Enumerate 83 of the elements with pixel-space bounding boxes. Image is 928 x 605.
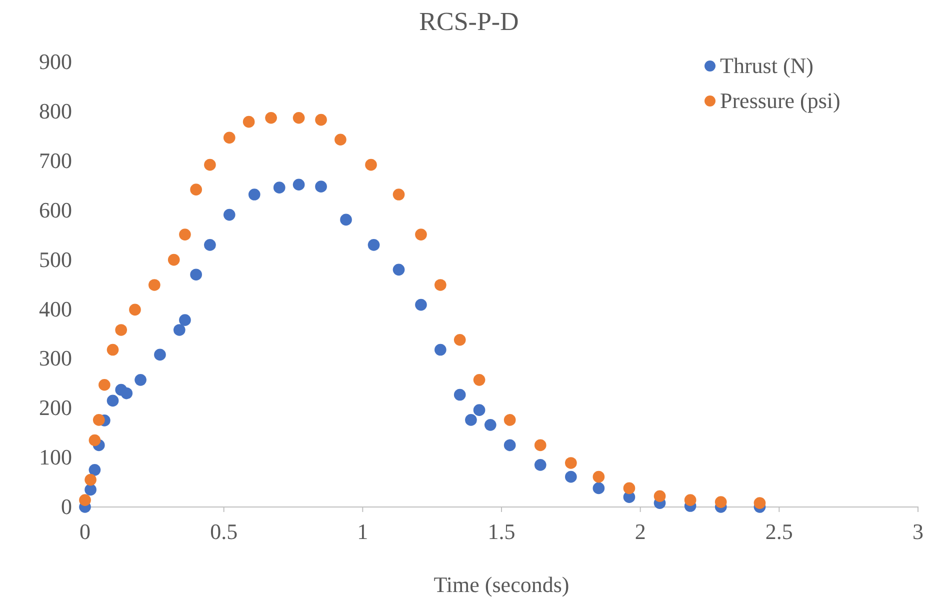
point [79, 494, 91, 506]
point [190, 184, 202, 196]
x-tick-label: 1 [357, 519, 368, 544]
x-tick-label: 1.5 [488, 519, 516, 544]
point [473, 374, 486, 386]
x-tick-label: 0 [80, 519, 90, 544]
y-tick-label: 200 [39, 395, 72, 420]
point [714, 496, 727, 508]
legend-label: Thrust (N) [720, 53, 814, 78]
point [434, 344, 446, 356]
legend-label: Pressure (psi) [720, 88, 840, 113]
point [134, 374, 146, 386]
point [454, 334, 466, 346]
chart-title: RCS-P-D [419, 7, 519, 36]
point [154, 348, 166, 361]
point [565, 457, 577, 469]
point [368, 239, 380, 251]
y-tick-label: 500 [39, 246, 72, 272]
point [106, 394, 119, 407]
point [190, 268, 202, 281]
y-tick-label: 600 [39, 197, 72, 222]
point [592, 482, 605, 494]
y-tick-label: 400 [39, 296, 72, 322]
point [684, 494, 696, 506]
point [392, 264, 405, 276]
point [334, 134, 346, 146]
point [392, 188, 405, 200]
point [340, 214, 352, 226]
x-tick-label: 2.5 [765, 519, 793, 544]
point [465, 414, 477, 426]
point [223, 208, 236, 221]
y-tick-label: 100 [39, 444, 72, 470]
point [434, 279, 446, 291]
point [365, 158, 377, 171]
point [98, 378, 110, 391]
y-tick-label: 800 [39, 98, 72, 124]
point [120, 387, 133, 400]
point [592, 470, 605, 483]
x-tick-label: 3 [912, 519, 924, 544]
point [654, 490, 666, 502]
point [92, 414, 105, 426]
point [204, 158, 216, 171]
point [454, 388, 466, 401]
point [292, 178, 305, 191]
point [106, 344, 119, 356]
point [623, 482, 636, 494]
point [504, 439, 516, 452]
point [534, 439, 546, 452]
point [173, 324, 186, 336]
point [129, 304, 141, 316]
point [168, 254, 180, 266]
point [115, 324, 128, 336]
point [754, 497, 766, 509]
point [473, 404, 486, 416]
point [504, 414, 516, 426]
point [223, 132, 236, 144]
point [88, 434, 101, 446]
y-tick-label: 0 [61, 494, 72, 520]
point [88, 464, 101, 476]
point [484, 419, 496, 431]
point [315, 114, 327, 126]
point [265, 112, 277, 124]
y-tick-label: 700 [39, 148, 72, 173]
y-tick-label: 900 [39, 49, 72, 74]
point [148, 279, 160, 291]
point [415, 228, 427, 240]
point [248, 188, 260, 200]
point [179, 228, 191, 240]
point [84, 484, 96, 496]
x-axis-title: Time (seconds) [434, 572, 570, 597]
point [84, 474, 96, 486]
point [565, 470, 577, 483]
point [534, 459, 546, 471]
x-tick-label: 2 [634, 519, 646, 544]
y-tick-label: 300 [39, 346, 72, 371]
point [415, 298, 427, 311]
point [292, 112, 305, 124]
point [204, 239, 216, 251]
point [242, 116, 255, 128]
x-tick-label: 0.5 [210, 519, 238, 544]
point [273, 182, 286, 194]
point [179, 314, 191, 326]
point [315, 180, 327, 193]
